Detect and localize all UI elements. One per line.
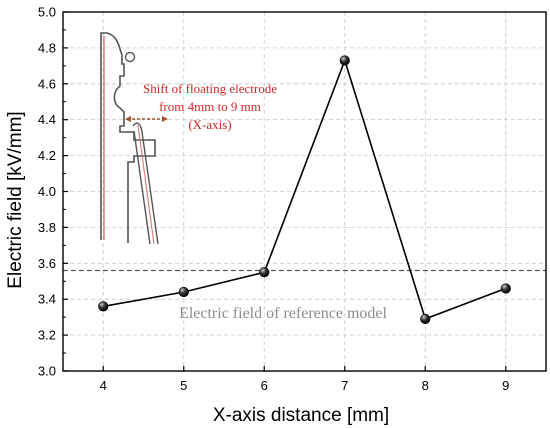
x-tick-label: 7 <box>341 378 348 393</box>
data-point <box>420 313 431 325</box>
data-point <box>178 286 189 298</box>
inset-arrow-head-left <box>125 116 131 122</box>
data-point <box>98 301 109 312</box>
data-points <box>98 55 511 325</box>
x-tick-label: 9 <box>502 378 509 393</box>
reference-line-label: Electric field of reference model <box>179 305 387 322</box>
inset-electrode-drawing: Shift of floating electrode from 4mm to … <box>100 32 277 245</box>
x-axis: 4 5 6 7 8 9 <box>100 366 509 393</box>
y-tick-label: 3.2 <box>38 328 56 343</box>
y-tick-label: 3.0 <box>38 364 56 379</box>
data-point <box>259 267 270 278</box>
inset-annotation-line-2: from 4mm to 9 mm <box>159 99 261 114</box>
data-point <box>339 55 350 66</box>
data-point <box>500 283 511 294</box>
y-tick-label: 3.6 <box>38 256 56 271</box>
y-tick-label: 5.0 <box>38 5 56 20</box>
y-tick-label: 4.2 <box>38 148 56 163</box>
y-tick-label: 3.4 <box>38 292 56 307</box>
y-axis-title: Electric field [kV/mm] <box>5 111 26 288</box>
inset-arrow-head-right <box>162 116 168 122</box>
x-axis-title: X-axis distance [mm] <box>213 405 389 426</box>
y-axis: 3.0 3.2 3.4 3.6 3.8 4.0 4.2 4.4 4.6 4.8 5.0 <box>38 5 68 379</box>
series-line <box>103 58 507 320</box>
y-tick-label: 4.4 <box>38 112 56 127</box>
y-tick-label: 4.8 <box>38 40 56 55</box>
inset-annotation-line-1: Shift of floating electrode <box>143 81 277 96</box>
y-tick-label: 4.0 <box>38 184 56 199</box>
x-tick-label: 8 <box>422 378 429 393</box>
x-tick-label: 6 <box>261 378 268 393</box>
inset-floating-electrode <box>132 122 159 245</box>
inset-electrode-outline <box>100 32 156 243</box>
x-tick-label: 4 <box>100 378 107 393</box>
x-tick-label: 5 <box>180 378 187 393</box>
y-tick-label: 4.6 <box>38 76 56 91</box>
y-tick-label: 3.8 <box>38 220 56 235</box>
inset-annotation-line-3: (X-axis) <box>188 117 231 132</box>
inset-bolt <box>124 51 136 63</box>
inset-floating-electrode-accent <box>137 124 155 245</box>
